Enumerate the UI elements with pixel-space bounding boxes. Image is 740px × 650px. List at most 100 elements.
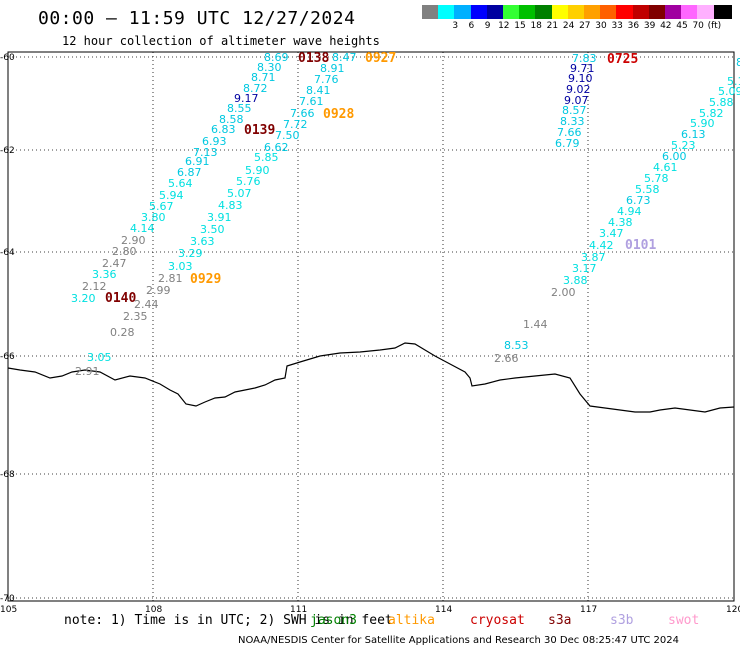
wave-height-label: 5.76 <box>236 175 261 188</box>
wave-height-label: 3.91 <box>207 211 232 224</box>
legend-label: 27 <box>579 21 591 31</box>
pass-number-label: 0139 <box>244 123 275 138</box>
wave-height-label: 3.05 <box>87 351 112 364</box>
pass-number-label: 0101 <box>625 238 656 253</box>
wave-height-label: 1.44 <box>523 318 548 331</box>
wave-height-label: 4.38 <box>608 216 633 229</box>
wave-height-label: 3.87 <box>581 251 606 264</box>
wave-height-label: 5.23 <box>671 139 696 152</box>
pass-number-label: 0725 <box>607 52 638 67</box>
chart-title: 00:00 – 11:59 UTC 12/27/2024 <box>38 8 356 29</box>
latitude-tick-label: -64 <box>0 248 15 258</box>
wave-height-label: 2.81 <box>158 272 183 285</box>
legend-swatch <box>454 5 473 19</box>
wave-height-label: 9.17 <box>234 92 259 105</box>
latitude-tick-label: -68 <box>0 470 15 480</box>
wave-height-label: 8.41 <box>306 84 331 97</box>
wave-height-label: 8.91 <box>320 62 345 75</box>
wave-height-label: 2.91 <box>75 365 100 378</box>
chart-subtitle: 12 hour collection of altimeter wave hei… <box>62 34 380 48</box>
wave-height-label: 7.50 <box>275 129 300 142</box>
legend-label: 39 <box>643 21 656 31</box>
legend-label: 18 <box>530 21 542 31</box>
wave-height-label: 8.72 <box>243 82 268 95</box>
wave-height-label: 5.90 <box>245 164 270 177</box>
legend-label: 45 <box>676 21 688 31</box>
wave-height-label: 9.10 <box>568 72 593 85</box>
wave-height-label: 3.63 <box>190 235 215 248</box>
wave-height-label: 3.47 <box>599 227 624 240</box>
longitude-tick-label: 114 <box>435 605 452 615</box>
wave-height-labels: 8.69 8.47 8.30 8.91 8.71 7.76 8.72 8.41 9.17 7.61… <box>71 51 740 378</box>
legend-swatch <box>616 5 635 19</box>
legend-label: 3 <box>452 21 459 31</box>
legend-label: 42 <box>660 21 672 31</box>
wave-height-label: 4.94 <box>617 205 642 218</box>
wave-height-label: 2.47 <box>102 257 127 270</box>
longitude-tick-label: 120 <box>726 605 740 615</box>
wave-height-label: 7.76 <box>314 73 339 86</box>
legend-swatch <box>713 5 732 19</box>
longitude-tick-label: 105 <box>0 605 17 615</box>
wave-height-label: 8.53 <box>504 339 529 352</box>
wave-height-label: 4.14 <box>130 222 155 235</box>
plot-frame <box>7 51 735 602</box>
wave-height-label: 5.88 <box>709 96 734 109</box>
wave-height-label: 3.36 <box>92 268 117 281</box>
legend-label: 30 <box>595 21 607 31</box>
legend-label: 21 <box>546 21 559 31</box>
legend-label: 12 <box>498 21 510 31</box>
mission-label-altika: altika <box>388 613 435 628</box>
pass-labels: 0138 0927 0928 0139 0929 0140 0725 0101 <box>105 51 656 306</box>
wave-height-label: 7.83 <box>572 52 597 65</box>
wave-height-label: 9.02 <box>566 83 591 96</box>
wave-height-label: 9.71 <box>570 62 595 75</box>
legend-swatch <box>697 5 716 19</box>
wave-height-label: 8.57 <box>562 104 587 117</box>
wave-height-label: 2.12 <box>82 280 107 293</box>
legend-swatch <box>551 5 570 19</box>
wave-height-label: 2.35 <box>123 310 148 323</box>
wave-height-label: 5.94 <box>159 189 184 202</box>
legend-swatch <box>438 5 457 19</box>
latitude-tick-label: -66 <box>0 352 15 362</box>
wave-height-label: 5.58 <box>635 183 660 196</box>
legend-swatch <box>632 5 651 19</box>
mission-label-jason3: jason3 <box>310 613 357 628</box>
mission-label-s3b: s3b <box>610 613 634 628</box>
coastline <box>7 342 735 413</box>
legend-label: 15 <box>514 21 526 31</box>
legend-swatch <box>567 5 586 19</box>
wave-height-label: 6.87 <box>177 166 202 179</box>
wave-height-label: 2.90 <box>121 234 146 247</box>
wave-height-label: 5.07 <box>227 187 252 200</box>
wave-height-label: 3.17 <box>572 262 597 275</box>
wave-height-label: 8.58 <box>219 113 244 126</box>
footer-note: note: 1) Time is in UTC; 2) SWH is in fe… <box>64 613 393 628</box>
wave-height-label: 5.90 <box>690 117 715 130</box>
latitude-tick-label: -70 <box>0 594 15 604</box>
wave-height-label: 7.72 <box>283 118 308 131</box>
legend-swatch <box>519 5 538 19</box>
legend-label: 70 <box>692 21 704 31</box>
wave-height-label: 9.07 <box>564 94 589 107</box>
pass-number-label: 0140 <box>105 291 136 306</box>
wave-height-label: 7.66 <box>290 107 315 120</box>
wave-height-label: 3.20 <box>71 292 96 305</box>
wave-height-label: 7.66 <box>557 126 582 139</box>
latitude-tick-label: -60 <box>0 53 15 63</box>
legend-label: 24 <box>562 21 575 31</box>
wave-height-label: 8.47 <box>332 51 357 64</box>
legend-swatch <box>648 5 667 19</box>
wave-height-label: 3.88 <box>563 274 588 287</box>
legend-swatch <box>422 5 440 19</box>
wave-height-label: 5.1 <box>727 75 740 88</box>
wave-height-label: 6.62 <box>264 141 289 154</box>
legend-swatch <box>503 5 521 19</box>
wave-height-label: 8.33 <box>560 115 585 128</box>
mission-label-s3a: s3a <box>548 613 572 628</box>
legend-swatch <box>584 5 602 19</box>
pass-number-label: 0927 <box>365 51 396 66</box>
wave-height-label: 5.64 <box>168 177 193 190</box>
